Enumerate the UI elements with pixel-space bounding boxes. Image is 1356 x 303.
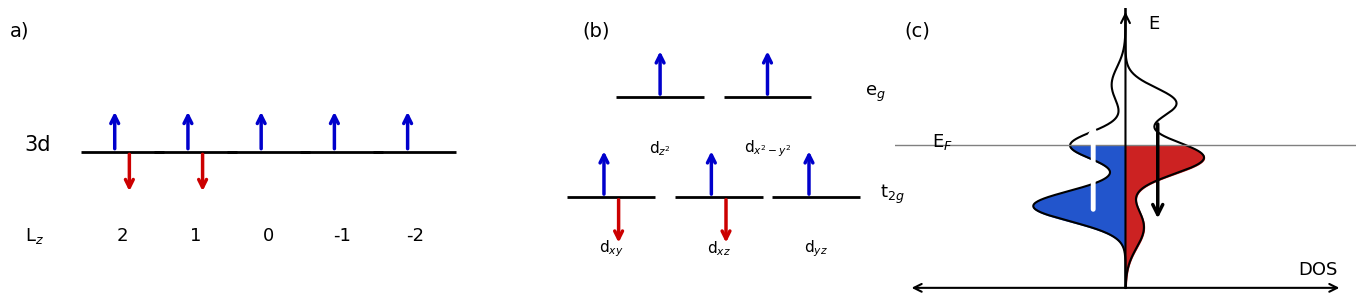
Text: 0: 0	[263, 227, 274, 245]
Text: d$_{yz}$: d$_{yz}$	[804, 238, 829, 259]
Text: d$_{z^2}$: d$_{z^2}$	[650, 139, 671, 158]
Text: t$_{2g}$: t$_{2g}$	[880, 182, 904, 205]
Text: d$_{x^2-y^2}$: d$_{x^2-y^2}$	[743, 138, 792, 159]
Text: a): a)	[9, 21, 30, 40]
Text: L$_z$: L$_z$	[24, 226, 43, 246]
Text: (b): (b)	[582, 21, 609, 40]
Text: E$_F$: E$_F$	[932, 132, 953, 152]
Text: -2: -2	[405, 227, 424, 245]
Text: 1: 1	[190, 227, 201, 245]
Text: 2: 2	[117, 227, 127, 245]
Text: (c): (c)	[904, 21, 930, 40]
Text: -1: -1	[332, 227, 351, 245]
Text: d$_{xy}$: d$_{xy}$	[599, 238, 624, 259]
Text: e$_g$: e$_g$	[865, 84, 885, 104]
Text: DOS: DOS	[1298, 261, 1337, 279]
Text: d$_{xz}$: d$_{xz}$	[706, 239, 731, 258]
Text: E: E	[1149, 15, 1159, 33]
Text: 3d: 3d	[24, 135, 52, 155]
